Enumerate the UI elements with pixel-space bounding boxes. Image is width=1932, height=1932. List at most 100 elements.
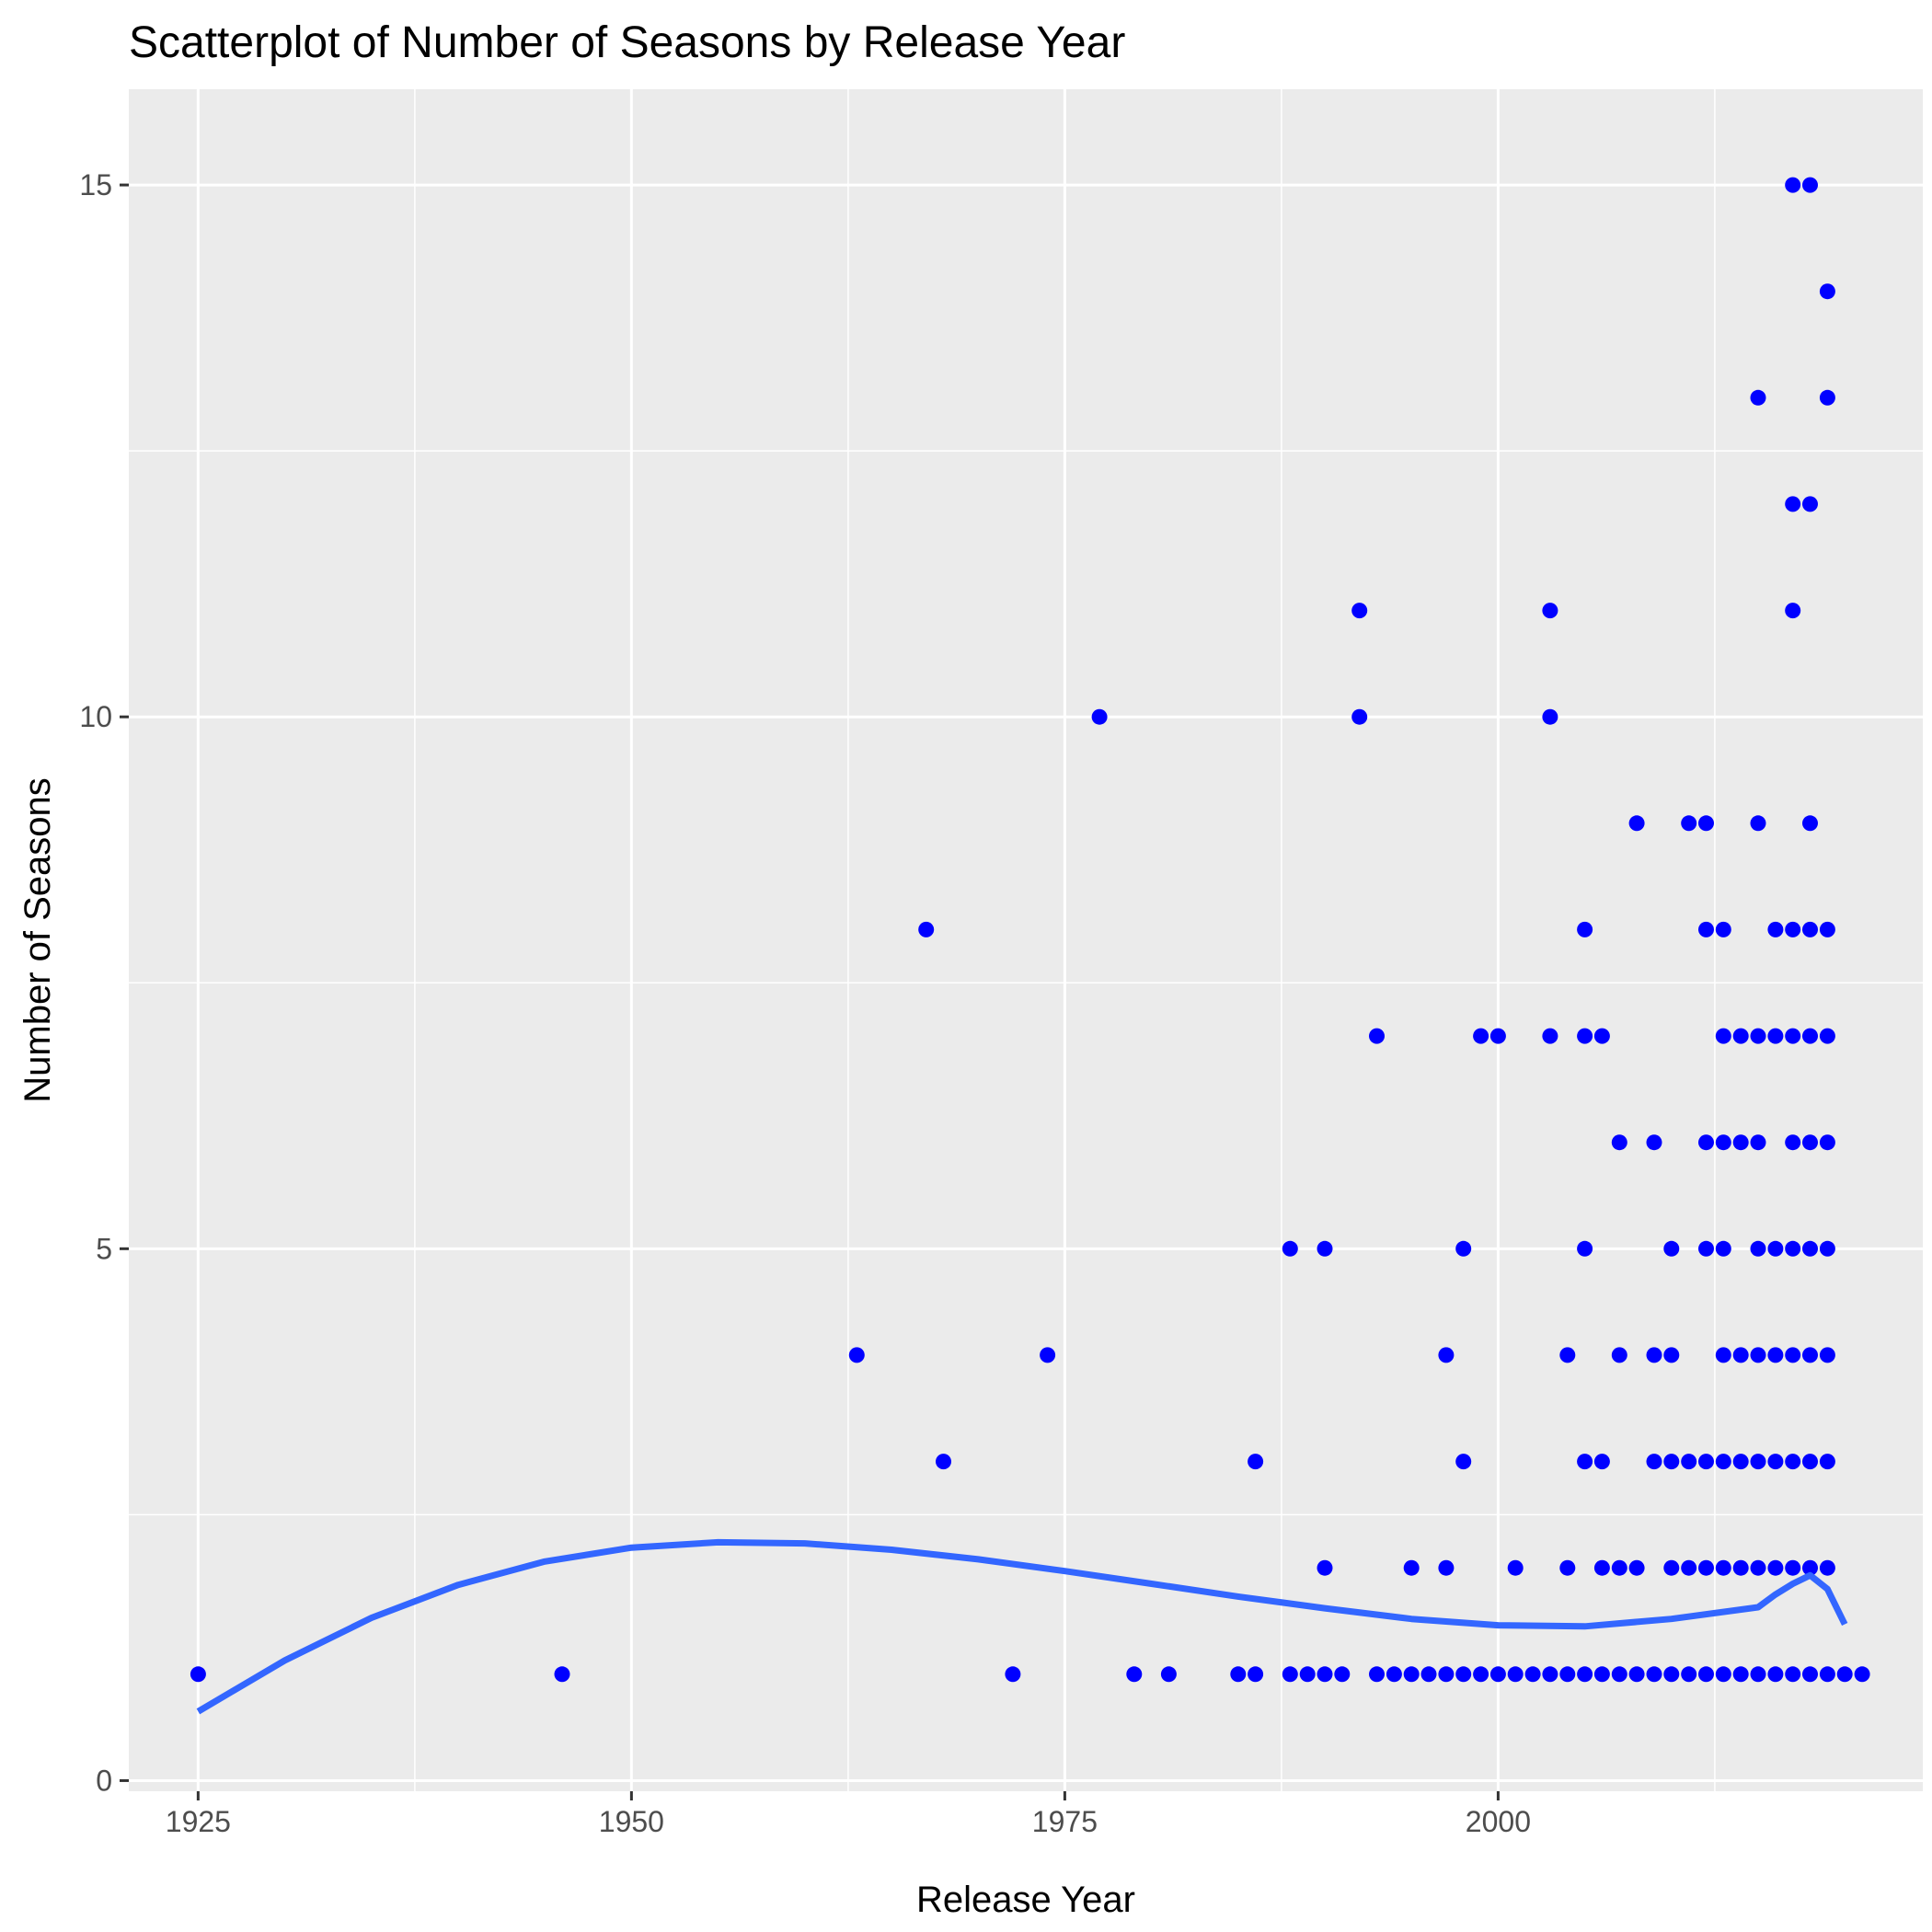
scatter-point (1785, 921, 1801, 937)
scatter-points (190, 177, 1870, 1683)
scatter-point (1577, 1028, 1593, 1044)
scatter-point (1351, 708, 1368, 725)
scatter-point (1126, 1666, 1143, 1683)
scatter-point (1802, 1347, 1818, 1363)
scatter-point (1403, 1666, 1420, 1683)
scatter-point (1785, 177, 1801, 193)
scatter-point (1715, 1240, 1731, 1257)
scatter-point (1819, 1134, 1835, 1151)
scatter-point (1698, 1559, 1714, 1576)
scatter-point (1819, 1028, 1835, 1044)
scatter-point (1767, 1666, 1784, 1683)
scatter-point (1473, 1028, 1489, 1044)
scatter-point (1698, 815, 1714, 832)
scatter-point (1473, 1666, 1489, 1683)
scatter-point (1403, 1559, 1420, 1576)
scatter-point (1611, 1666, 1627, 1683)
scatter-point (1767, 1028, 1784, 1044)
scatter-point (1334, 1666, 1351, 1683)
scatter-point (848, 1347, 865, 1363)
x-tick-label: 1975 (1032, 1805, 1098, 1838)
scatter-point (1819, 1454, 1835, 1470)
scatter-point (1732, 1134, 1749, 1151)
scatter-point (1715, 1134, 1731, 1151)
scatter-point (1507, 1559, 1524, 1576)
scatter-point (1750, 1454, 1766, 1470)
scatter-point (936, 1454, 951, 1470)
scatter-point (1836, 1666, 1853, 1683)
scatter-point (1646, 1134, 1662, 1151)
scatter-point (1646, 1666, 1662, 1683)
scatter-point (1802, 921, 1818, 937)
scatter-point (1819, 389, 1835, 406)
scatter-point (1455, 1454, 1472, 1470)
scatter-point (918, 921, 935, 937)
scatter-point (1785, 1134, 1801, 1151)
scatter-point (1282, 1240, 1298, 1257)
scatter-point (1628, 1559, 1645, 1576)
scatter-point (1646, 1454, 1662, 1470)
scatter-point (1317, 1559, 1333, 1576)
scatter-point (1282, 1666, 1298, 1683)
scatter-point (1698, 1240, 1714, 1257)
scatter-point (1317, 1240, 1333, 1257)
scatter-point (1420, 1666, 1437, 1683)
scatter-point (1559, 1347, 1576, 1363)
scatter-point (1732, 1454, 1749, 1470)
scatter-point (1819, 283, 1835, 300)
scatter-point (1767, 1454, 1784, 1470)
scatter-point (1767, 1559, 1784, 1576)
scatter-point (1802, 1559, 1818, 1576)
scatter-point (1802, 1028, 1818, 1044)
scatter-point (1386, 1666, 1402, 1683)
x-tick-label: 1950 (599, 1805, 664, 1838)
scatter-point (1819, 1240, 1835, 1257)
scatter-point (1715, 1028, 1731, 1044)
scatter-point (1040, 1347, 1056, 1363)
scatter-point (1767, 921, 1784, 937)
scatter-point (1611, 1347, 1627, 1363)
chart-title: Scatterplot of Number of Seasons by Rele… (129, 18, 1125, 67)
scatter-point (1802, 1240, 1818, 1257)
scatter-point (1663, 1240, 1680, 1257)
scatter-point (1785, 603, 1801, 619)
scatter-point (1593, 1028, 1610, 1044)
grid-major (129, 89, 1923, 1791)
scatter-point (1577, 1240, 1593, 1257)
scatter-point (1455, 1240, 1472, 1257)
scatter-point (1750, 389, 1766, 406)
scatter-point (1646, 1347, 1662, 1363)
scatter-point (1802, 1134, 1818, 1151)
scatter-point (1750, 1559, 1766, 1576)
scatter-point (1542, 1028, 1558, 1044)
scatter-point (1802, 1666, 1818, 1683)
scatter-point (1628, 1666, 1645, 1683)
scatter-point (1802, 496, 1818, 512)
scatter-point (1732, 1028, 1749, 1044)
scatter-point (1802, 1454, 1818, 1470)
scatter-point (1767, 1240, 1784, 1257)
scatter-point (1750, 1347, 1766, 1363)
scatter-point (1369, 1666, 1385, 1683)
scatter-point (1091, 708, 1108, 725)
scatter-point (1577, 921, 1593, 937)
scatter-point (1802, 177, 1818, 193)
scatter-point (1577, 1666, 1593, 1683)
scatter-point (1438, 1347, 1455, 1363)
scatter-point (1611, 1134, 1627, 1151)
scatter-point (1611, 1559, 1627, 1576)
scatter-point (1750, 1666, 1766, 1683)
y-tick-label: 0 (96, 1764, 112, 1797)
scatter-point (1785, 1454, 1801, 1470)
scatter-point (1750, 1240, 1766, 1257)
scatter-point (1785, 1347, 1801, 1363)
scatter-point (1663, 1347, 1680, 1363)
grid-minor (129, 89, 1923, 1791)
scatter-point (554, 1666, 570, 1683)
scatter-point (1351, 603, 1368, 619)
scatter-point (1559, 1666, 1576, 1683)
scatter-point (1750, 1028, 1766, 1044)
scatter-point (1698, 1666, 1714, 1683)
scatter-point (1732, 1666, 1749, 1683)
